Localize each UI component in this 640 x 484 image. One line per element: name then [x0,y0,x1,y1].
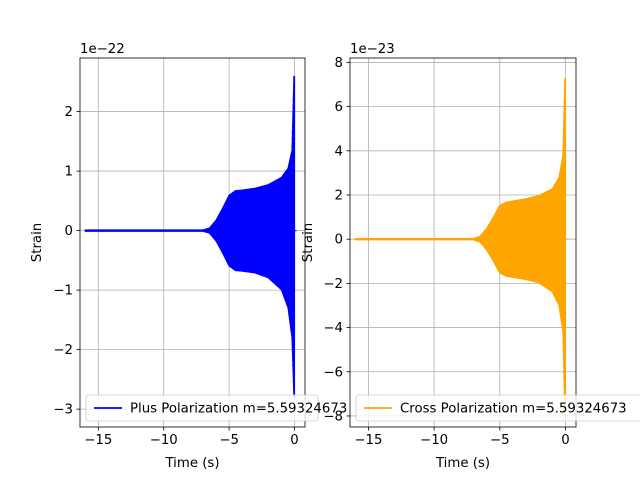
y-tick-label: −2 [53,343,73,358]
x-axis-label: Time (s) [435,456,490,471]
x-tick-label: −5 [219,433,239,448]
x-tick-label: −5 [490,433,510,448]
y-axis-label: Strain [30,223,45,262]
y-tick-label: 4 [335,144,343,159]
y-tick-label: −8 [323,409,343,424]
y-tick-label: 2 [65,105,73,120]
x-tick-label: 0 [290,433,298,448]
offset-text: 1e−23 [350,42,395,57]
legend-box [355,394,640,422]
y-tick-label: −2 [323,277,343,292]
y-tick-label: 8 [335,56,343,71]
x-tick-label: −10 [150,433,178,448]
x-tick-label: −10 [420,433,448,448]
y-tick-label: 0 [65,224,73,239]
chart-panel-2: −15 −10 −5 0 −8 −6 −4 −2 0 2 4 6 8 1e−23 Time (s) Strai… [301,42,640,471]
x-tick-label: −15 [84,433,112,448]
x-tick-label: 0 [561,433,569,448]
x-axis-label: Time (s) [164,456,219,471]
offset-text: 1e−22 [80,42,125,57]
y-tick-label: −6 [323,365,343,380]
legend: Cross Polarization m=5.59324673 [355,394,640,422]
axes-frame [349,57,577,428]
y-tick-label: 0 [335,233,343,248]
legend-label: Cross Polarization m=5.59324673 [400,402,627,417]
y-tick-label: 6 [335,100,343,115]
legend-label: Plus Polarization m=5.59324673 [130,402,347,417]
legend-box [85,394,319,422]
legend: Plus Polarization m=5.59324673 [85,394,347,422]
y-axis-label: Strain [301,223,316,262]
x-tick-label: −15 [354,433,382,448]
y-tick-label: −4 [323,321,343,336]
y-tick-label: −1 [53,284,73,299]
y-tick-label: 1 [65,165,73,180]
y-tick-label: −3 [53,403,73,418]
axes-frame [79,57,306,428]
y-tick-label: 2 [335,188,343,203]
